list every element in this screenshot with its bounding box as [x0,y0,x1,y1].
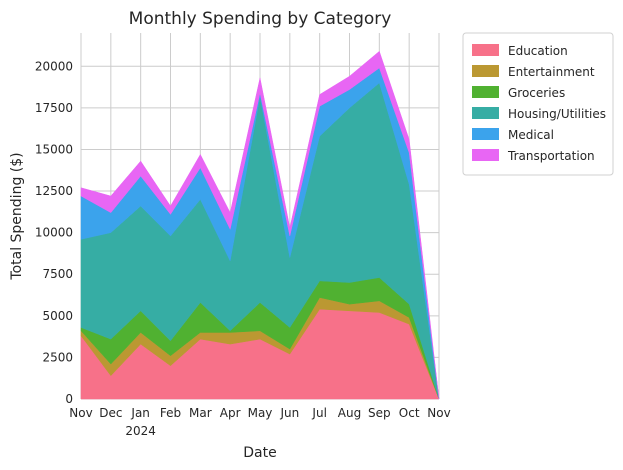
y-axis-title: Total Spending ($) [9,152,25,280]
x-axis-ticks: Nov Dec Jan 2024 Feb Mar Apr May Jun Jul Aug Sep Oct… [69,406,450,438]
area-transportation [80,50,440,400]
areas [80,50,440,400]
x-tick-label: Sep [368,406,391,420]
y-tick-label: 0 [65,392,73,406]
y-tick-label: 17500 [35,101,73,115]
legend-swatch [472,107,499,119]
legend: Education Entertainment Groceries Housing/U… [462,32,614,176]
x-tick-label: Jul [311,406,326,420]
legend-label: Entertainment [508,65,595,79]
y-tick-label: 15000 [35,142,73,156]
x-tick-label: Apr [220,406,241,420]
y-tick-label: 5000 [42,309,73,323]
legend-label: Groceries [508,86,565,100]
y-tick-label: 2500 [42,350,73,364]
legend-swatch [472,86,499,98]
x-tick-label: May [248,406,273,420]
y-tick-label: 10000 [35,226,73,240]
legend-box [462,32,614,176]
legend-label: Transportation [507,149,595,163]
legend-swatch [472,65,499,77]
y-tick-label: 12500 [35,184,73,198]
x-tick-label: Jan [130,406,150,420]
x-tick-label: Jun [279,406,299,420]
x-tick-label: Mar [189,406,212,420]
x-tick-label: Aug [338,406,361,420]
legend-swatch [472,128,499,140]
chart-title: Monthly Spending by Category [129,9,392,29]
y-tick-label: 20000 [35,59,73,73]
legend-swatch [472,44,499,56]
legend-swatch [472,149,499,161]
y-axis-ticks: 0 2500 5000 7500 10000 12500 15000 17500 20000 [35,59,73,406]
x-tick-label: Feb [160,406,181,420]
x-tick-label: Nov [427,406,450,420]
x-tick-label: Nov [69,406,92,420]
x-tick-sublabel: 2024 [125,424,156,438]
x-axis-title: Date [243,445,276,461]
legend-label: Housing/Utilities [508,107,606,121]
x-tick-label: Dec [99,406,122,420]
legend-label: Medical [508,128,554,142]
y-tick-label: 7500 [42,267,73,281]
x-tick-label: Oct [399,406,420,420]
legend-label: Education [508,44,568,58]
